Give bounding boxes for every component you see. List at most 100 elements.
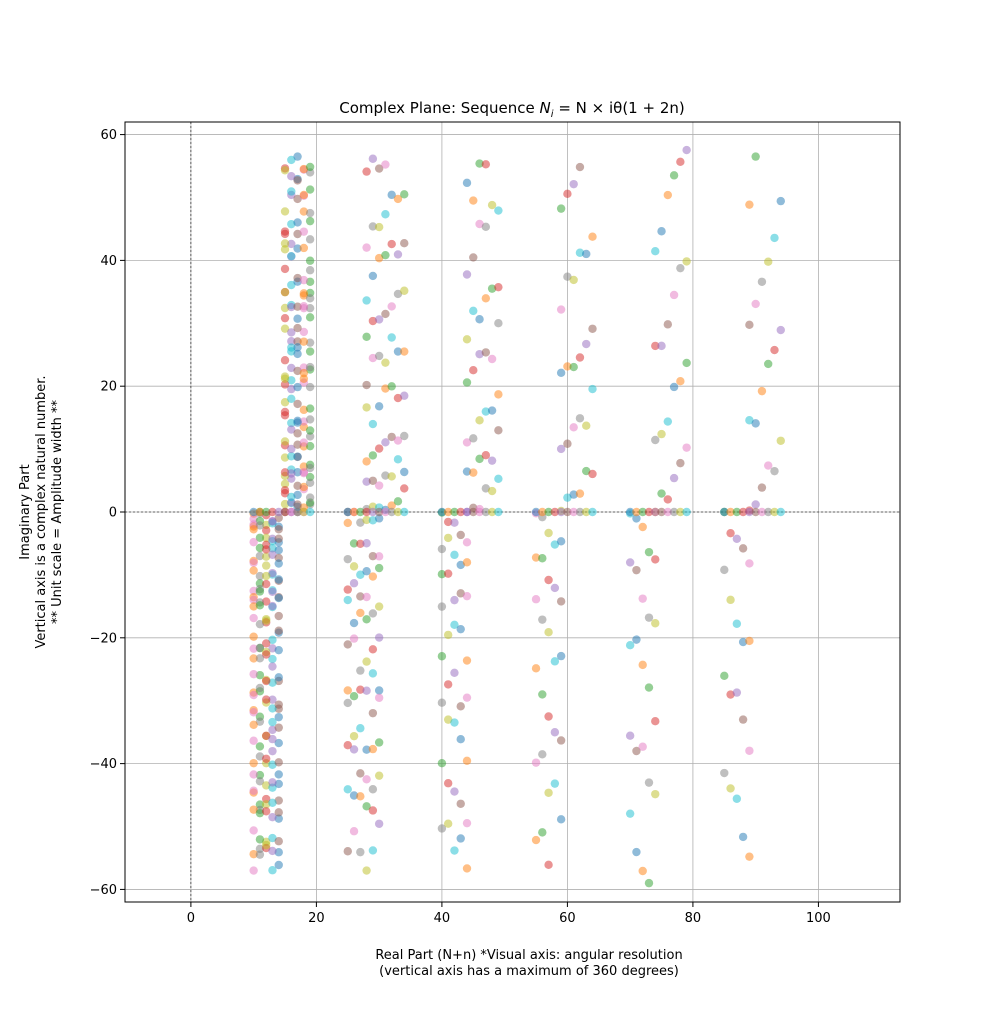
data-point xyxy=(450,787,459,796)
data-point xyxy=(293,500,302,509)
data-point xyxy=(494,206,503,215)
data-point xyxy=(249,736,258,745)
data-point xyxy=(469,365,478,375)
data-point xyxy=(393,347,403,356)
data-point xyxy=(738,832,748,842)
data-point xyxy=(368,507,378,517)
data-point xyxy=(268,833,277,843)
data-point xyxy=(368,846,378,855)
data-point xyxy=(632,514,641,523)
data-point xyxy=(287,394,296,404)
data-point xyxy=(305,338,315,347)
data-point xyxy=(469,434,478,443)
data-point xyxy=(644,547,654,557)
data-point xyxy=(663,417,673,426)
data-point xyxy=(287,343,296,352)
data-point xyxy=(462,591,472,601)
data-point xyxy=(588,507,597,517)
data-point xyxy=(462,467,472,476)
data-point xyxy=(268,704,277,713)
data-point xyxy=(556,305,566,314)
data-point xyxy=(544,712,553,721)
data-point xyxy=(368,154,378,163)
data-point xyxy=(362,592,371,602)
data-point xyxy=(720,507,729,517)
data-point xyxy=(368,744,378,754)
data-point xyxy=(255,742,265,751)
data-point xyxy=(293,152,302,161)
data-point xyxy=(745,320,754,330)
data-point xyxy=(381,438,390,447)
y-tick-label: −40 xyxy=(90,757,117,772)
data-point xyxy=(299,368,309,378)
data-point xyxy=(305,313,315,322)
data-point xyxy=(255,777,265,786)
data-point xyxy=(261,807,271,816)
data-point xyxy=(374,253,384,263)
data-point xyxy=(293,337,302,346)
data-point xyxy=(362,457,371,466)
data-point xyxy=(305,478,315,487)
data-point xyxy=(305,493,315,502)
data-point xyxy=(368,451,378,460)
data-point xyxy=(368,806,378,815)
data-point xyxy=(368,551,378,561)
data-point xyxy=(280,437,290,446)
data-point xyxy=(293,302,302,311)
data-point xyxy=(362,515,371,525)
x-tick-label: 80 xyxy=(685,911,702,926)
data-point xyxy=(280,227,290,236)
data-point xyxy=(588,469,597,479)
data-point xyxy=(644,878,654,888)
data-point xyxy=(274,758,283,767)
data-point xyxy=(280,264,290,274)
data-point xyxy=(456,507,465,517)
data-point xyxy=(632,635,641,644)
data-point xyxy=(255,507,265,517)
data-point xyxy=(356,769,365,778)
data-point xyxy=(255,643,265,653)
data-point xyxy=(343,741,352,750)
data-point xyxy=(569,490,578,499)
data-point xyxy=(538,615,547,624)
data-point xyxy=(487,406,497,415)
data-point xyxy=(280,453,290,462)
data-point xyxy=(293,507,302,517)
data-point xyxy=(638,507,647,517)
data-point xyxy=(249,770,258,779)
data-point xyxy=(669,290,679,300)
data-point xyxy=(625,809,635,818)
data-point xyxy=(349,691,359,701)
data-point xyxy=(682,257,691,266)
data-point xyxy=(274,575,283,584)
data-point xyxy=(299,289,309,298)
data-point xyxy=(400,507,409,517)
data-point xyxy=(287,425,296,434)
data-point xyxy=(268,517,277,526)
data-point xyxy=(374,315,384,324)
data-point xyxy=(720,565,729,575)
data-point xyxy=(531,835,541,845)
data-point xyxy=(450,846,459,855)
data-point xyxy=(387,239,396,249)
data-point xyxy=(456,735,465,744)
data-point xyxy=(437,570,447,579)
data-point xyxy=(287,251,296,261)
data-point xyxy=(588,384,597,394)
data-point xyxy=(387,501,396,510)
data-point xyxy=(475,219,484,229)
data-point xyxy=(362,477,371,486)
data-point xyxy=(305,256,315,265)
data-point xyxy=(462,335,472,344)
data-point xyxy=(280,499,290,509)
data-point xyxy=(720,768,729,778)
data-point xyxy=(400,391,409,400)
data-point xyxy=(374,738,384,747)
data-point xyxy=(437,544,447,554)
data-point xyxy=(494,318,503,328)
x-ticks: 0 20 40 60 80 100 xyxy=(187,902,831,926)
data-point xyxy=(663,320,673,329)
data-point xyxy=(299,337,309,346)
